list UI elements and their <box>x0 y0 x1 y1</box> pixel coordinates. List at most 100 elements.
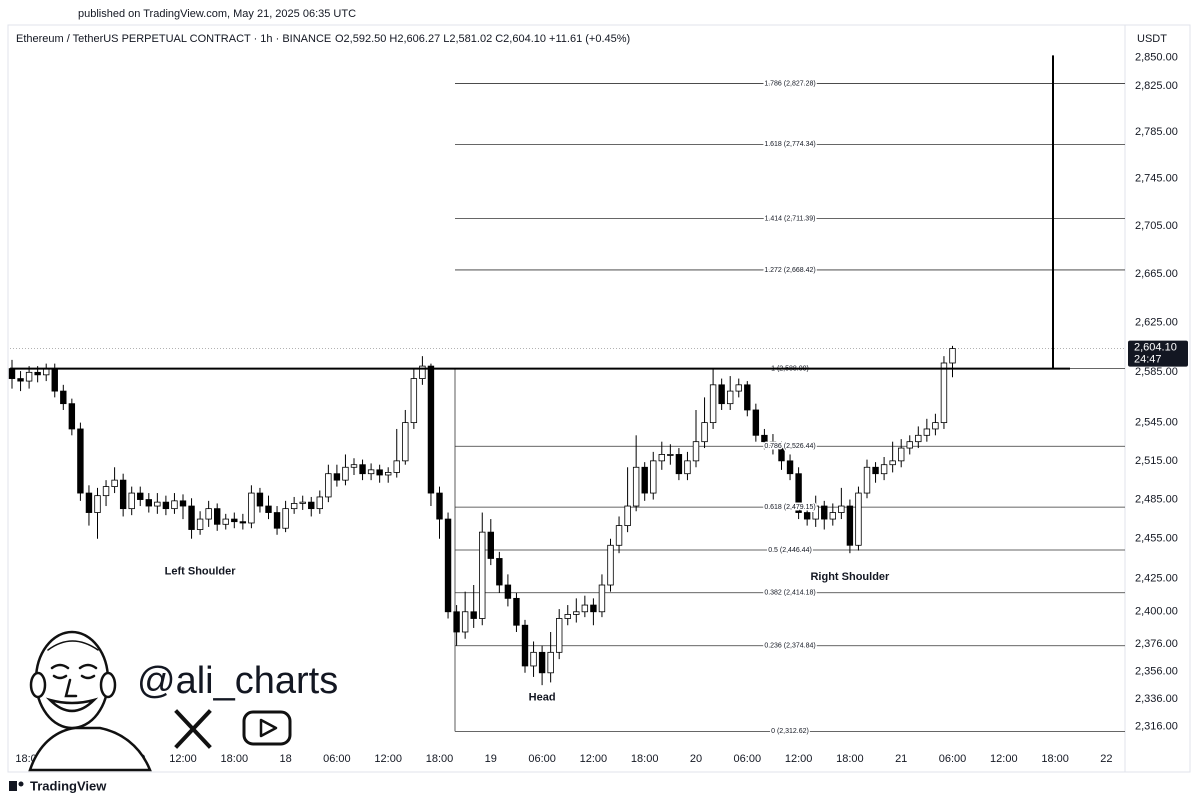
candle-body <box>299 501 306 504</box>
x-tick-label: 12:00 <box>580 753 608 765</box>
candle-body <box>342 466 349 481</box>
candle-body <box>77 428 84 494</box>
avatar <box>28 630 152 772</box>
x-tick-label: 19 <box>485 753 497 765</box>
candle-body <box>880 464 888 475</box>
candle-body <box>898 447 905 462</box>
candle-body <box>213 508 221 525</box>
candle-body <box>68 403 76 430</box>
y-tick-label: 2,356.00 <box>1135 665 1178 677</box>
y-tick-label: 2,585.00 <box>1135 366 1178 378</box>
candle-body <box>915 434 922 443</box>
x-tick-label: 18:00 <box>426 753 454 765</box>
price-tag-value: 2,604.10 <box>1134 342 1177 354</box>
candle-body <box>111 479 118 487</box>
candle-body <box>34 371 41 376</box>
watermark-handle: @ali_charts <box>137 660 338 702</box>
candle-body <box>803 512 811 520</box>
candle-body <box>196 518 204 530</box>
candle-body <box>282 508 289 529</box>
y-tick-label: 2,785.00 <box>1135 126 1178 138</box>
y-tick-label: 2,376.00 <box>1135 638 1178 650</box>
candle-body <box>205 508 212 520</box>
candle-body <box>513 597 520 626</box>
candle-body <box>479 531 486 619</box>
candle-body <box>359 464 366 475</box>
candle-body <box>325 473 332 498</box>
candle-body <box>384 472 392 476</box>
candle-body <box>162 501 170 510</box>
candle-body <box>684 460 691 475</box>
x-icon <box>174 709 212 749</box>
y-tick-label: 2,455.00 <box>1135 533 1178 545</box>
fib-label: 0.786 (2,526.44) <box>764 443 815 450</box>
candle-body <box>222 518 229 525</box>
youtube-icon <box>242 710 292 746</box>
candle-body <box>128 492 135 510</box>
price-tag-countdown: 24:47 <box>1134 354 1162 366</box>
candle-body <box>538 651 546 674</box>
candle-body <box>812 505 819 520</box>
candle-body <box>607 544 614 586</box>
candle-body <box>598 584 606 613</box>
fib-label: 0.618 (2,479.15) <box>764 504 815 511</box>
candle-body <box>624 505 631 527</box>
candle-body <box>137 492 144 500</box>
plot: 2,850.00 2,825.00 2,785.00 2,745.00 2,705.00… <box>8 52 1188 765</box>
pattern-label: Right Shoulder <box>810 571 890 583</box>
y-tick-label: 2,825.00 <box>1135 80 1178 92</box>
candle-body <box>436 492 443 520</box>
fib-label: 1.786 (2,827.28) <box>764 80 815 87</box>
candle-body <box>889 460 896 466</box>
y-tick-label: 2,316.00 <box>1135 721 1178 733</box>
candle-body <box>402 422 409 462</box>
candle-body <box>667 454 674 456</box>
candle-body <box>504 584 512 599</box>
fib-label: 0.5 (2,446.44) <box>768 547 812 554</box>
x-tick-label: 18:00 <box>836 753 864 765</box>
candle-body <box>727 390 734 405</box>
candle-body <box>308 501 315 510</box>
candle-body <box>573 611 580 615</box>
y-tick-label: 2,515.00 <box>1135 455 1178 467</box>
candle-body <box>487 531 494 559</box>
y-tick-label: 2,625.00 <box>1135 317 1178 329</box>
candle-body <box>60 390 67 405</box>
fib-label: 1.618 (2,774.34) <box>764 141 815 148</box>
candle-body <box>453 611 460 633</box>
chart-frame <box>7 24 1191 773</box>
candle-body <box>735 384 742 392</box>
candle-body <box>709 384 717 424</box>
fib-label: 0 (2,312.62) <box>771 728 809 735</box>
candle-body <box>248 492 255 524</box>
candle-body <box>521 624 529 667</box>
fib-label: 0.382 (2,414.18) <box>764 590 815 597</box>
candle-body <box>752 409 760 436</box>
candle-body <box>940 362 948 424</box>
y-tick-label: 2,485.00 <box>1135 493 1178 505</box>
fib-label: 1.414 (2,711.39) <box>765 215 816 222</box>
x-tick-label: 12:00 <box>785 753 813 765</box>
candle-body <box>658 454 665 462</box>
candle-body <box>171 500 178 510</box>
y-tick-label: 2,705.00 <box>1135 220 1178 232</box>
x-tick-label: 22 <box>1100 753 1112 765</box>
candle-body <box>188 505 195 530</box>
pattern-label: Left Shoulder <box>165 566 237 578</box>
y-tick-label: 2,336.00 <box>1135 693 1178 705</box>
y-tick-label: 2,665.00 <box>1135 268 1178 280</box>
candle-body <box>795 473 802 513</box>
candle-body <box>590 604 597 613</box>
candle-body <box>367 469 375 475</box>
candle-body <box>231 518 238 523</box>
candle-body <box>273 512 281 529</box>
fib-label: 1.272 (2,668.42) <box>764 267 815 274</box>
candle-body <box>265 505 272 513</box>
candle-body <box>496 558 503 586</box>
candle-body <box>821 505 828 520</box>
x-tick-label: 12:00 <box>374 753 402 765</box>
x-tick-label: 18:00 <box>221 753 249 765</box>
y-tick-label: 2,745.00 <box>1135 173 1178 185</box>
fib-label: 0.236 (2,374.84) <box>764 643 815 650</box>
symbol-title: Ethereum / TetherUS PERPETUAL CONTRACT ·… <box>16 33 331 45</box>
